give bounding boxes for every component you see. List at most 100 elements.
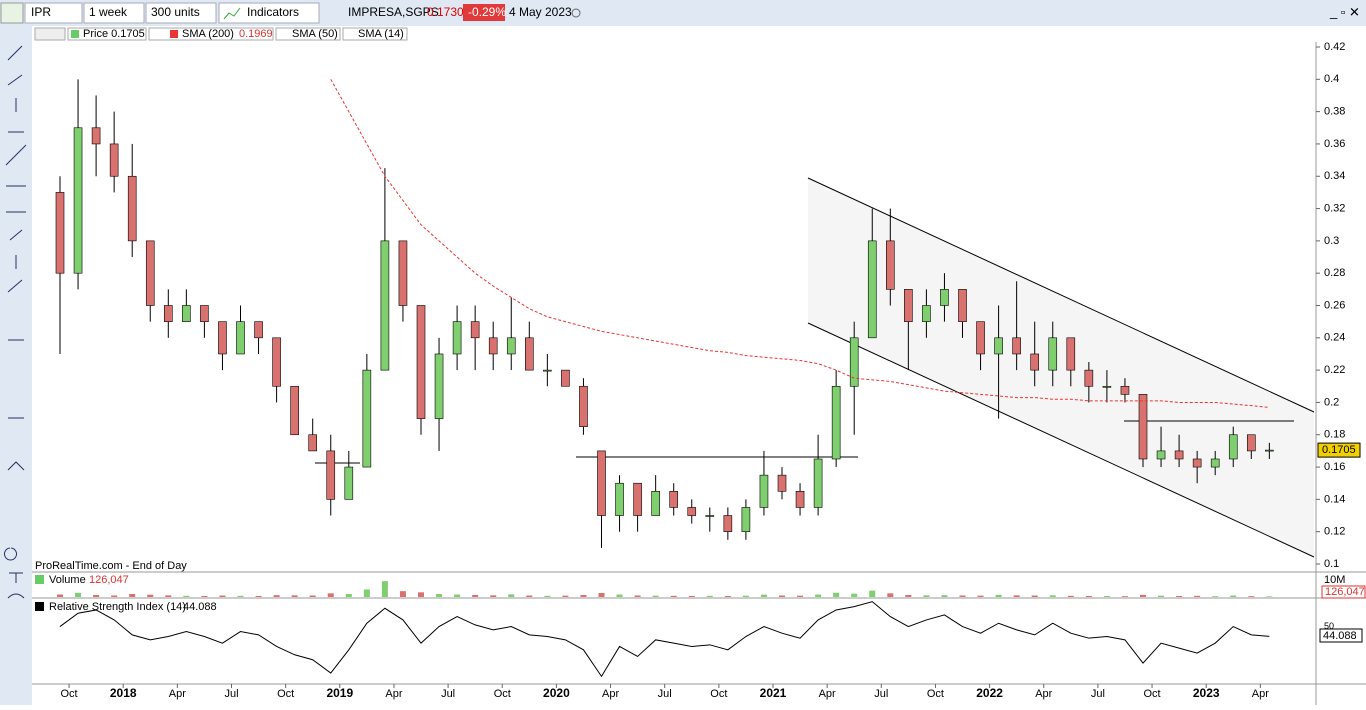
x-tick-label: Apr [169,688,186,700]
volume-bar [706,595,713,597]
volume-swatch [35,575,44,584]
sma200-line [330,79,1270,408]
candle-body [1265,449,1274,452]
legend-box [342,27,408,41]
indicators-box[interactable] [218,2,320,24]
window-controls[interactable]: _ ▫ ✕ [1329,4,1360,19]
candle-body [904,289,913,322]
candle-body [1228,434,1238,460]
ticker-box[interactable] [24,2,83,24]
volume-bar [1266,596,1273,597]
volume-bar [815,594,822,597]
candle-body [1084,369,1094,387]
volume-bar [1067,595,1074,597]
candle-body [795,490,805,508]
candle-body [272,337,281,387]
volume-bar [1031,595,1038,597]
tool-icons[interactable] [4,45,27,599]
indicators-icon [223,7,241,20]
volume-bar [1212,596,1219,597]
x-tick-label: Jul [1091,688,1105,700]
volume-bar [165,595,172,597]
legend-box [275,27,341,41]
volume-bar [1230,595,1237,597]
candle-body [1012,337,1021,355]
candle-body [849,337,859,387]
legend-tools[interactable] [34,27,66,41]
candle-body [1030,353,1039,371]
candle-body [1174,450,1184,460]
y-tick-label: 0.38 [1324,106,1345,118]
volume-bar [833,592,840,597]
volume-bar [616,594,623,597]
volume-bar [1176,596,1183,597]
legend-sma50: SMA (50) [292,28,338,40]
channel-line[interactable] [807,177,1315,413]
period-box[interactable] [83,2,145,24]
candle-body [91,127,101,145]
volume-bar [309,595,316,597]
volume-bar [255,596,262,597]
candle-body [867,240,877,339]
x-tick-label: 2023 [1193,686,1220,700]
volume-title: Volume [49,574,86,586]
volume-bar [941,595,948,597]
candle-body [813,458,823,508]
x-tick-label: Apr [1252,688,1269,700]
volume-bar [887,593,894,597]
change: -0.29% [468,5,506,19]
channel-fill [808,178,1314,557]
price-tag [1317,442,1361,458]
candle-body [1066,337,1076,371]
y-tick-label: 0.14 [1324,493,1345,505]
volume-bar [959,595,966,597]
x-tick-label: Apr [385,688,402,700]
change-box [463,4,505,21]
candle-body [470,321,480,339]
candle-body [218,321,227,355]
candle-body [1156,450,1166,460]
volume-bar [1013,595,1020,597]
volume-bar [363,589,370,597]
candle-body [885,240,895,290]
price-tag-text: 0.1705 [1322,444,1356,456]
volume-bar [273,595,280,597]
status [571,8,581,18]
x-tick-label: Jul [441,688,455,700]
volume-bar [1085,596,1092,597]
volume-bar [1158,595,1165,597]
candle-body [344,466,354,500]
volume-bar [418,592,424,597]
y-tick-label: 0.22 [1324,364,1345,376]
candle-body [705,515,715,517]
candle-body [615,482,624,516]
candle-body [434,353,444,419]
volume-bar [869,590,876,597]
candle-body [1138,394,1148,460]
candle-body [127,175,137,242]
rsi-tick-label: 50 [1324,621,1334,631]
chart-icon[interactable] [0,2,24,24]
x-tick-label: Oct [494,688,511,700]
y-tick-label: 0.2 [1324,396,1339,408]
volume-bar [75,592,82,597]
legend-swatch [170,30,178,38]
y-tick-label: 0.16 [1324,461,1345,473]
volume-bar [797,595,804,597]
candle-body [290,385,299,436]
candle-body [633,482,642,516]
volume-bar [562,595,569,597]
y-tick-label: 0.1 [1324,558,1339,570]
units-box[interactable] [145,2,217,24]
legend-swatch [71,30,79,38]
x-tick-label: Oct [927,688,944,700]
side-toolbar [0,26,32,705]
volume-bar [580,595,587,597]
candle-body [651,490,660,516]
candle-body [922,305,931,322]
volume-bar [345,594,352,597]
ticker: IPR [31,5,51,19]
instrument-name: IMPRESA,SGPS [348,5,439,19]
channel-line[interactable] [807,322,1315,558]
candle-body [741,507,751,532]
